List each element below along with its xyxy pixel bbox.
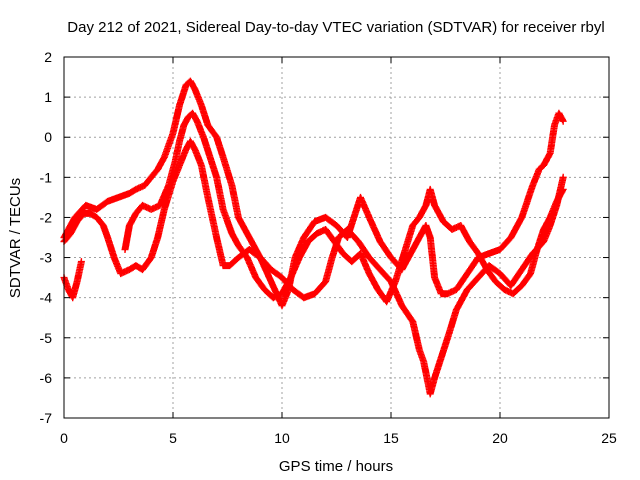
grid (64, 57, 609, 418)
x-tick-label: 0 (60, 430, 68, 446)
y-tick-label: -7 (40, 410, 53, 426)
y-tick-label: -5 (40, 330, 53, 346)
x-tick-label: 25 (601, 430, 617, 446)
y-tick-label: 0 (44, 129, 52, 145)
series-track-4 (121, 109, 567, 306)
x-axis-label: GPS time / hours (279, 458, 393, 475)
y-tick-label: -3 (40, 250, 53, 266)
marker-path (121, 109, 567, 306)
y-tick-label: 1 (44, 89, 52, 105)
x-tick-label: 5 (169, 430, 177, 446)
x-tick-label: 10 (274, 430, 290, 446)
y-tick-label: -1 (40, 169, 53, 185)
x-tick-label: 20 (492, 430, 508, 446)
y-tick-label: 2 (44, 49, 52, 65)
y-tick-label: -6 (40, 370, 53, 386)
x-tick-label: 15 (383, 430, 399, 446)
chart-title: Day 212 of 2021, Sidereal Day-to-day VTE… (67, 19, 604, 36)
y-tick-label: -2 (40, 209, 53, 225)
y-tick-label: -4 (40, 290, 53, 306)
y-axis-label: SDTVAR / TECUs (7, 178, 24, 298)
plot-frame (63, 56, 610, 419)
